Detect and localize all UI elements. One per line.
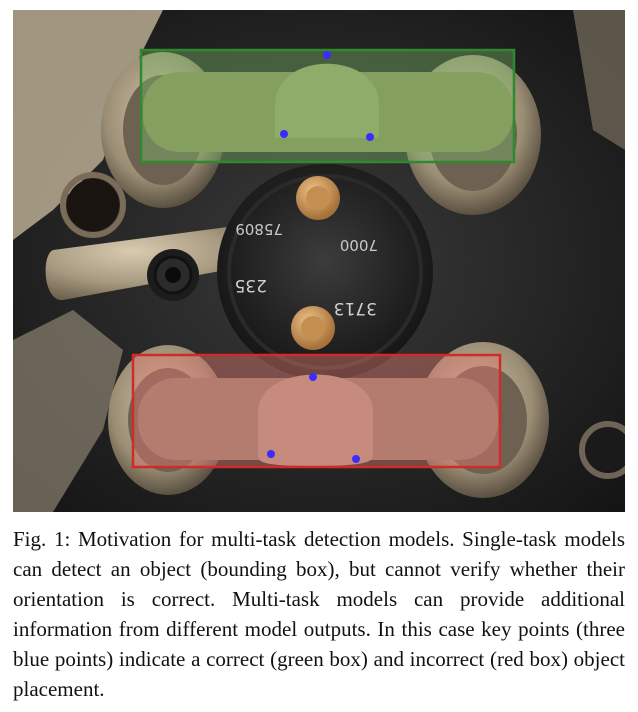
marking-num-a: 75809 <box>235 220 283 238</box>
casting-left <box>13 10 163 240</box>
keypoint-top-3 <box>366 133 374 141</box>
correct-box-fill <box>141 50 514 162</box>
marking-num-b: 7000 <box>340 236 378 254</box>
casting-hole <box>67 179 119 231</box>
casting-hole-right <box>579 421 625 479</box>
keypoint-bottom-2 <box>267 450 275 458</box>
casting-right <box>573 10 625 150</box>
figure-caption: Fig. 1: Motivation for multi-task detect… <box>13 527 625 701</box>
keypoint-top-1 <box>323 51 331 59</box>
clamp-bottom <box>138 374 498 466</box>
figure-photo: 75809 7000 235 3713 <box>13 10 625 512</box>
injector-nut <box>217 164 433 380</box>
keypoint-bottom-1 <box>309 373 317 381</box>
incorrect-bounding-box <box>131 353 502 469</box>
casting-bottom-left <box>13 310 123 512</box>
keypoint-top-2 <box>280 130 288 138</box>
marking-num-d: 3713 <box>334 298 377 318</box>
incorrect-box-fill <box>133 355 500 467</box>
clamp-top <box>143 63 513 152</box>
marking-num-c: 235 <box>235 275 267 295</box>
correct-bounding-box <box>139 48 516 164</box>
keypoint-bottom-3 <box>352 455 360 463</box>
